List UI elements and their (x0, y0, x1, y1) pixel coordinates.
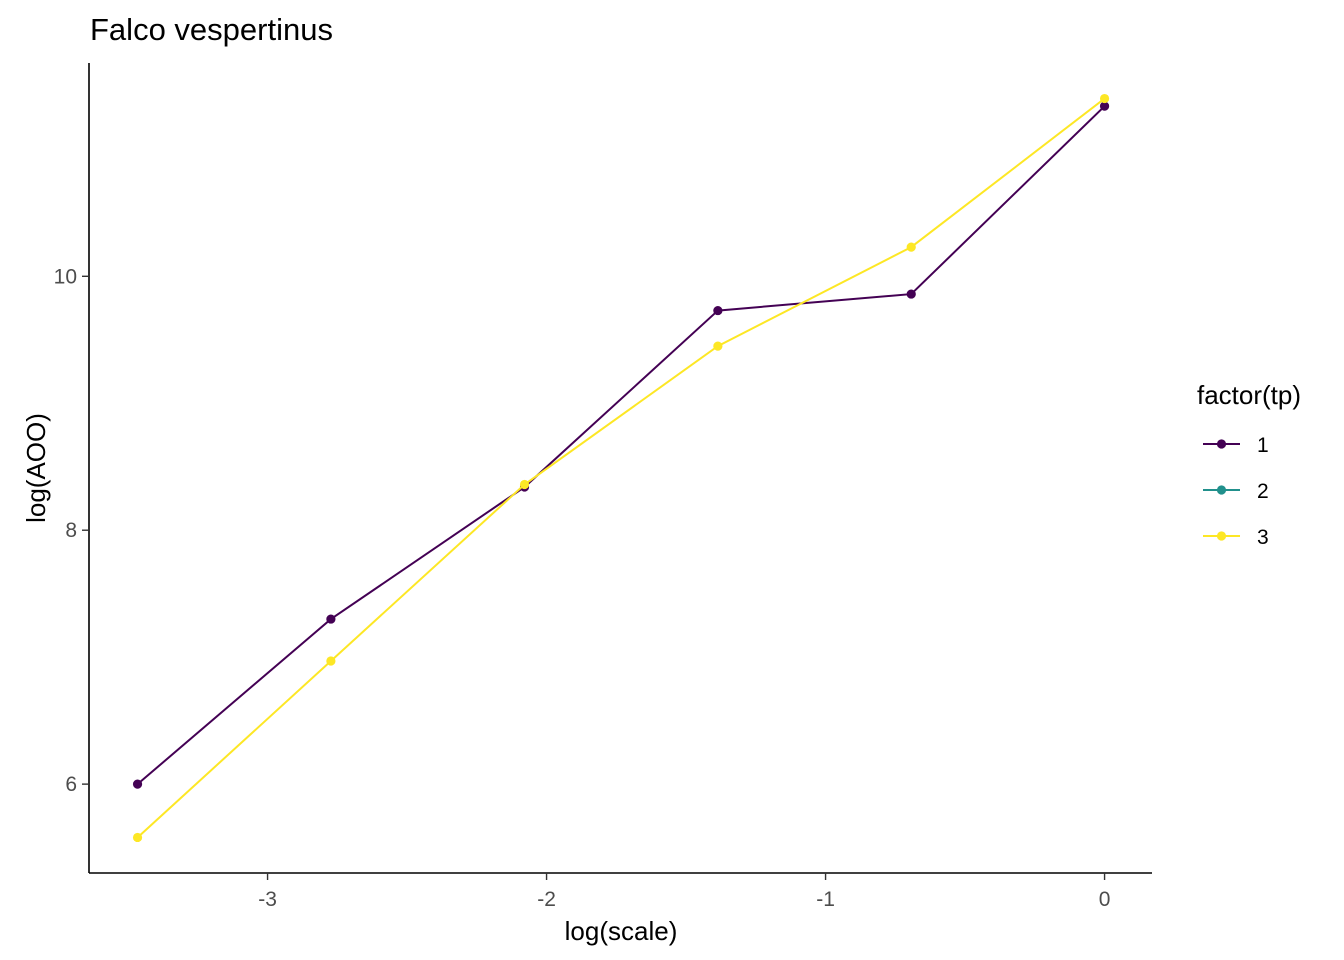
legend: factor(tp) 1 2 3 (1197, 380, 1301, 549)
series-3-point-3 (713, 341, 723, 351)
series-3-point-1 (326, 656, 336, 666)
legend-key-point-3 (1216, 531, 1227, 541)
y-tick-label-2: 10 (54, 265, 77, 288)
legend-title: factor(tp) (1197, 380, 1301, 410)
series-3-point-0 (132, 832, 143, 843)
x-tick-label-3: 0 (1099, 888, 1111, 911)
legend-label-2: 2 (1257, 480, 1269, 503)
y-tick-label-0: 6 (65, 773, 77, 796)
series-3-point-4 (906, 242, 916, 252)
x-tick-label-1: -2 (537, 888, 556, 911)
series-1-line (136, 105, 1106, 785)
x-tick-label-2: -1 (816, 888, 835, 911)
series-1-point-1 (326, 614, 336, 624)
legend-key-point-2 (1216, 485, 1227, 495)
series-3-point-2 (519, 479, 530, 490)
chart-title: Falco vespertinus (90, 12, 333, 47)
y-tick-label-1: 8 (65, 519, 77, 542)
x-axis-title: log(scale) (565, 916, 678, 946)
series-1-point-3 (713, 305, 723, 316)
legend-label-3: 3 (1257, 526, 1269, 549)
series-3-point-5 (1099, 93, 1110, 104)
series-1-point-4 (906, 289, 916, 299)
series-1-point-0 (132, 779, 143, 789)
legend-label-1: 1 (1257, 434, 1269, 457)
legend-key-point-1 (1216, 439, 1227, 449)
series-1-point-5 (1099, 101, 1110, 111)
series-3-line (136, 97, 1106, 839)
x-tick-label-0: -3 (258, 888, 277, 911)
plot-area: -3 -2 -1 0 6 8 10 (54, 63, 1152, 911)
y-axis-title: log(AOO) (21, 413, 51, 523)
